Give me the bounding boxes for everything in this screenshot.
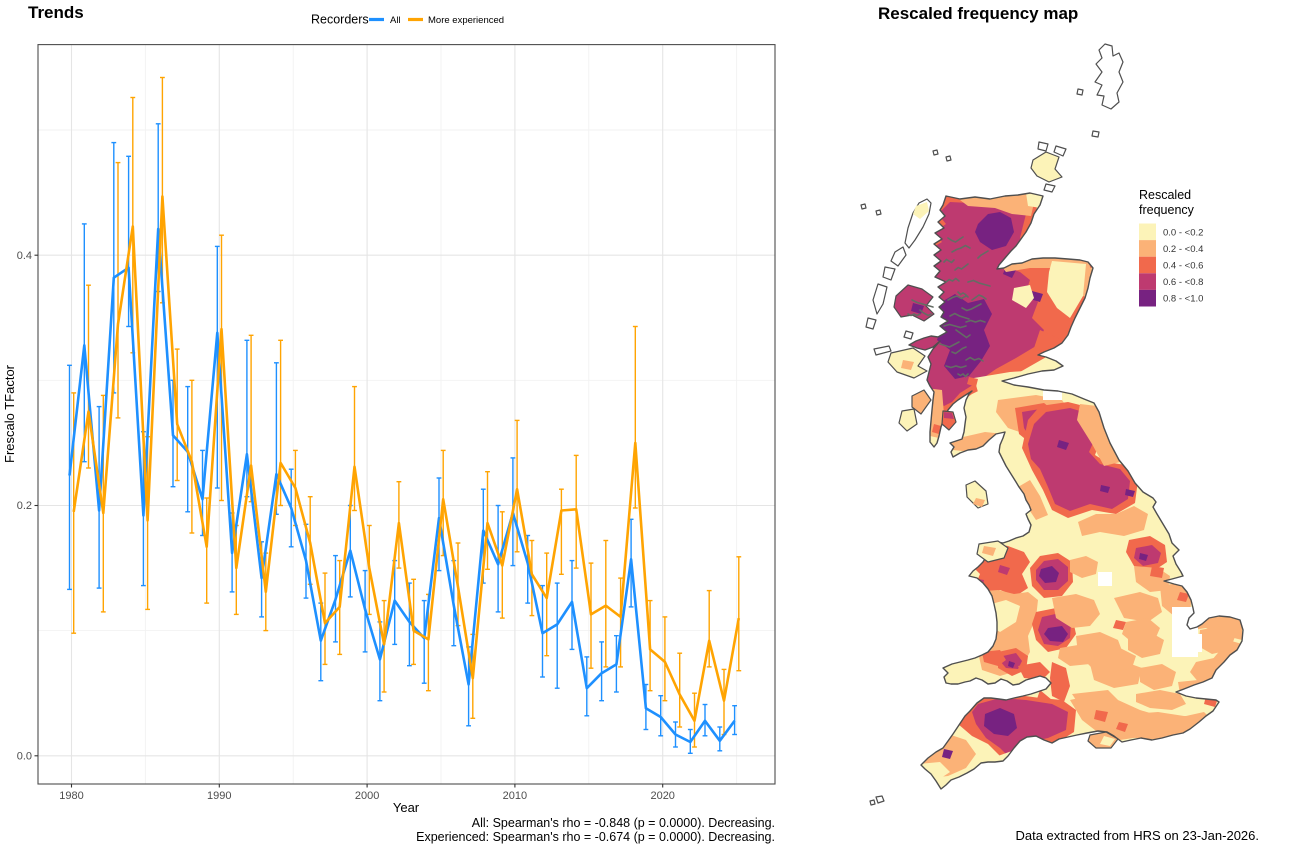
svg-text:Rescaled: Rescaled [1139, 188, 1191, 202]
svg-text:frequency: frequency [1139, 203, 1195, 217]
svg-text:0.2: 0.2 [17, 500, 32, 512]
svg-text:2010: 2010 [503, 790, 527, 802]
svg-text:0.0 - <0.2: 0.0 - <0.2 [1163, 227, 1203, 238]
svg-text:0.8 - <1.0: 0.8 - <1.0 [1163, 294, 1203, 305]
svg-text:More experienced: More experienced [428, 15, 504, 26]
svg-text:0.4 - <0.6: 0.4 - <0.6 [1163, 261, 1203, 272]
svg-text:Recorders: Recorders [311, 13, 369, 27]
svg-text:0.0: 0.0 [17, 750, 32, 762]
svg-text:Year: Year [393, 800, 420, 815]
svg-text:2000: 2000 [355, 790, 379, 802]
svg-text:All: Spearman's rho = -0.848 (: All: Spearman's rho = -0.848 (p = 0.0000… [472, 816, 775, 830]
svg-text:0.4: 0.4 [17, 250, 32, 262]
svg-text:1990: 1990 [207, 790, 231, 802]
svg-text:1980: 1980 [59, 790, 83, 802]
svg-text:Rescaled frequency map: Rescaled frequency map [878, 4, 1078, 23]
svg-text:0.6 - <0.8: 0.6 - <0.8 [1163, 277, 1203, 288]
svg-text:Frescalo TFactor: Frescalo TFactor [2, 364, 17, 463]
svg-text:Experienced: Spearman's rho =: Experienced: Spearman's rho = -0.674 (p … [416, 830, 775, 844]
svg-text:Data extracted from HRS on 23-: Data extracted from HRS on 23-Jan-2026. [1015, 828, 1259, 843]
svg-text:All: All [390, 15, 401, 26]
svg-text:2020: 2020 [650, 790, 674, 802]
svg-text:0.2 - <0.4: 0.2 - <0.4 [1163, 244, 1203, 255]
svg-text:Trends: Trends [28, 3, 84, 22]
